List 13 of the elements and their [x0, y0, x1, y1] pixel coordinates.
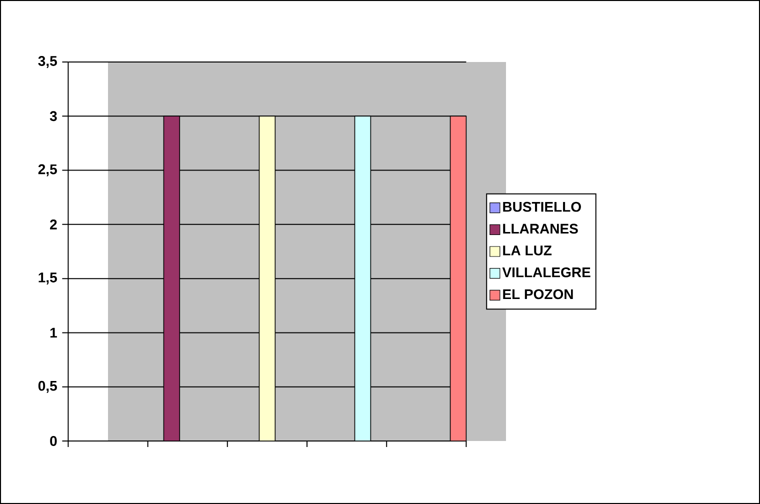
y-tick-label: 3,5: [38, 56, 57, 68]
y-tick-label: 1: [50, 328, 57, 338]
legend-label: VILLALEGRE: [502, 267, 590, 278]
y-tick-label: 3: [50, 111, 57, 122]
y-tick-label: 2: [50, 220, 57, 230]
legend-label: LLARANES: [503, 224, 578, 234]
legend-label: EL POZON: [503, 289, 573, 300]
y-tick-label: 2,5: [38, 164, 57, 176]
y-tick-label: 0: [50, 436, 57, 446]
legend-label: BUSTIELLO: [503, 202, 581, 212]
legend-label: LA LUZ: [503, 246, 552, 256]
y-tick-label: 0,5: [38, 380, 57, 393]
y-tick-label: 1,5: [38, 272, 57, 284]
